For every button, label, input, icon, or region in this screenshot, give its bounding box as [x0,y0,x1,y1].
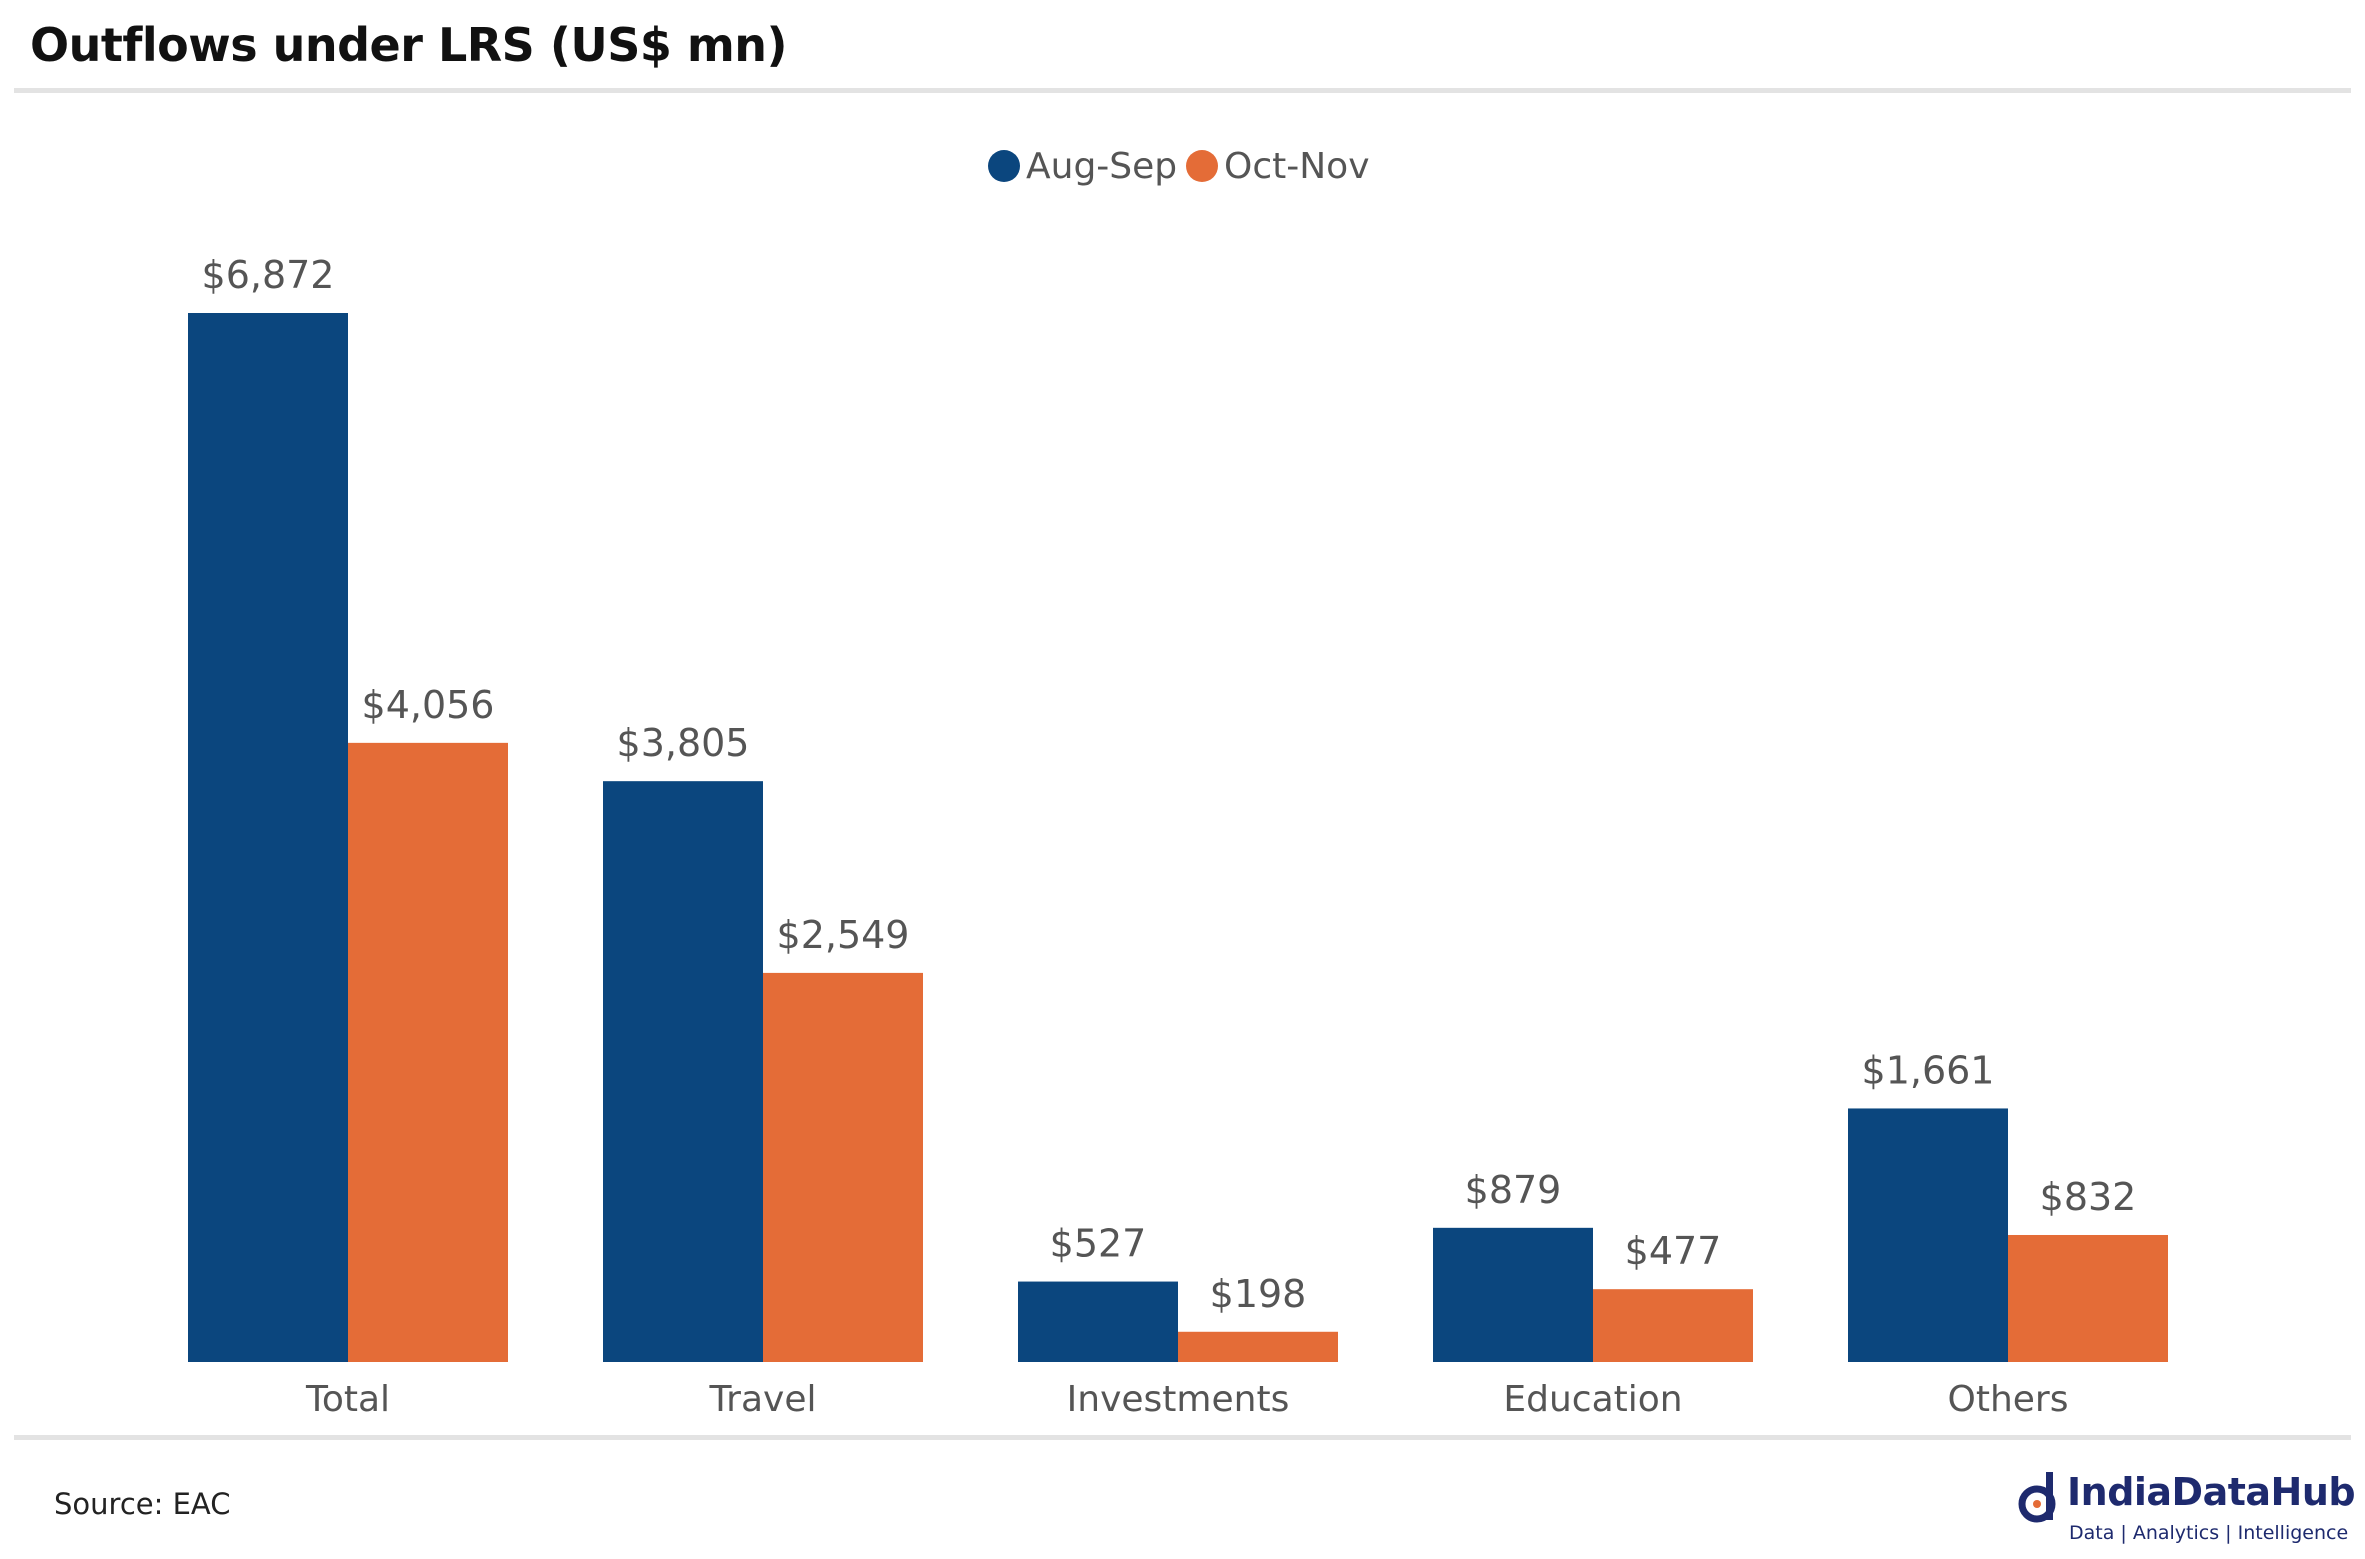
data-label-total-oct-nov: $4,056 [362,683,495,727]
data-label-others-oct-nov: $832 [2040,1175,2137,1219]
category-label-investments: Investments [1067,1379,1290,1420]
bar-investments-oct-nov [1178,1331,1338,1362]
bar-total-oct-nov [348,742,508,1362]
logo-mark-icon [2018,1472,2056,1523]
bottom-divider [14,1435,2351,1440]
data-label-travel-aug-sep: $3,805 [617,721,750,765]
bar-education-oct-nov [1593,1289,1753,1362]
category-label-travel: Travel [708,1379,816,1420]
data-label-total-aug-sep: $6,872 [202,253,335,297]
data-label-investments-aug-sep: $527 [1050,1222,1147,1266]
logo-name: IndiaDataHub [2067,1470,2356,1514]
data-label-education-aug-sep: $879 [1465,1168,1562,1212]
chart-title: Outflows under LRS (US$ mn) [30,18,788,72]
bar-education-aug-sep [1433,1227,1593,1362]
data-label-education-oct-nov: $477 [1625,1229,1722,1273]
legend-label-aug-sep: Aug-Sep [1026,146,1177,187]
data-label-investments-oct-nov: $198 [1210,1272,1307,1316]
category-label-others: Others [1948,1379,2069,1420]
logo-tagline: Data | Analytics | Intelligence [2069,1522,2349,1544]
legend-swatch-oct-nov [1186,150,1218,182]
bar-travel-oct-nov [763,972,923,1362]
legend-label-oct-nov: Oct-Nov [1224,146,1370,187]
category-label-education: Education [1503,1379,1682,1420]
data-label-others-aug-sep: $1,661 [1862,1048,1995,1092]
bar-travel-aug-sep [603,781,763,1362]
bar-others-aug-sep [1848,1108,2008,1362]
legend-swatch-aug-sep [988,150,1020,182]
indiadatahub-logo: IndiaDataHub Data | Analytics | Intellig… [2015,1468,2356,1554]
bar-total-aug-sep [188,313,348,1362]
bar-others-oct-nov [2008,1234,2168,1362]
bar-investments-aug-sep [1018,1281,1178,1362]
category-label-total: Total [305,1379,390,1420]
data-label-travel-oct-nov: $2,549 [777,913,910,957]
source-note: Source: EAC [54,1487,231,1521]
top-divider [14,88,2351,93]
